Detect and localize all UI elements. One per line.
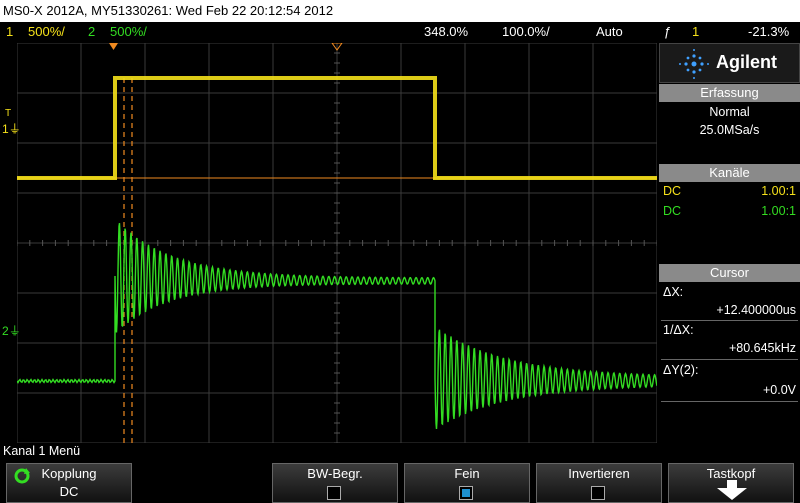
softkey-label: Kopplung: [41, 466, 97, 481]
delta-y-label: ΔY(2):: [663, 363, 699, 377]
softkey-label: Fein: [454, 466, 480, 481]
ch2-coupling: DC: [663, 204, 682, 218]
softkey-fine[interactable]: Fein: [404, 463, 530, 503]
time-scale[interactable]: 100.0%/: [502, 24, 550, 39]
trigger-source[interactable]: 1: [692, 24, 700, 39]
inverse-delta-x-label: 1/ΔX:: [663, 323, 694, 337]
rotate-knob-icon: [14, 468, 30, 484]
waveform-display[interactable]: [17, 43, 657, 443]
agilent-spark-icon: [679, 49, 709, 79]
status-bar: 1 500%/ 2 500%/ 348.0% 100.0%/ Auto ƒ 1 …: [0, 22, 800, 42]
softkey-invert[interactable]: Invertieren: [536, 463, 662, 503]
softkey-label: Invertieren: [568, 466, 630, 481]
ch2-ground-marker[interactable]: 2⏚: [2, 324, 21, 338]
brand-name: Agilent: [716, 52, 777, 72]
waveform-svg: [17, 43, 657, 443]
ch1-marker-label: 1: [2, 122, 9, 136]
ch1-scale[interactable]: 500%/: [28, 24, 65, 39]
fine-checkbox[interactable]: [459, 486, 473, 500]
divider: [661, 401, 798, 402]
invert-checkbox[interactable]: [591, 486, 605, 500]
softkey-label: BW-Begr.: [307, 466, 363, 481]
ch1-trace: [17, 76, 657, 180]
bw-limit-checkbox[interactable]: [327, 486, 341, 500]
channels-header: Kanäle: [659, 164, 800, 182]
ch2-number[interactable]: 2: [88, 24, 96, 39]
center-marker: [331, 43, 343, 51]
inverse-delta-x-value: +80.645kHz: [728, 341, 796, 355]
softkey-value: DC: [59, 484, 79, 499]
cursor-header: Cursor: [659, 264, 800, 282]
trigger-level[interactable]: -21.3%: [748, 24, 790, 39]
softkey-label: Tastkopf: [706, 466, 756, 481]
ch2-trace: [17, 222, 657, 430]
softkey-bw-limit[interactable]: BW-Begr.: [272, 463, 398, 503]
ch2-marker-label: 2: [2, 324, 9, 338]
delta-y-value: +0.0V: [762, 383, 796, 397]
trigger-edge-icon: ƒ: [664, 24, 672, 39]
softkey-probe[interactable]: Tastkopf: [668, 463, 794, 503]
acquisition-mode: Normal: [709, 105, 750, 119]
ch1-probe: 1.00:1: [761, 184, 796, 198]
softkey-coupling[interactable]: Kopplung DC: [6, 463, 132, 503]
menu-title: Kanal 1 Menü: [3, 444, 81, 458]
trigger-position-marker: [109, 43, 118, 50]
trigger-marker-label: T: [5, 108, 12, 119]
ch2-probe: 1.00:1: [761, 204, 796, 218]
logo: Agilent: [659, 43, 800, 83]
sample-rate: 25.0MSa/s: [699, 123, 760, 137]
delta-x-value: +12.400000us: [716, 303, 796, 317]
trigger-mode[interactable]: Auto: [596, 24, 623, 39]
ch2-scale[interactable]: 500%/: [110, 24, 147, 39]
ch1-coupling: DC: [663, 184, 682, 198]
time-delay[interactable]: 348.0%: [424, 24, 469, 39]
divider: [661, 359, 798, 360]
side-panel: Agilent Erfassung Normal 25.0MSa/s Kanäl…: [659, 43, 800, 443]
ch1-number[interactable]: 1: [6, 24, 14, 39]
divider: [661, 320, 798, 321]
window-title: MS0-X 2012A, MY51330261: Wed Feb 22 20:1…: [0, 0, 800, 22]
arrow-down-icon: [717, 480, 747, 500]
acquisition-header: Erfassung: [659, 84, 800, 102]
ch1-ground-marker[interactable]: T 1⏚: [2, 108, 21, 136]
delta-x-label: ΔX:: [663, 285, 684, 299]
